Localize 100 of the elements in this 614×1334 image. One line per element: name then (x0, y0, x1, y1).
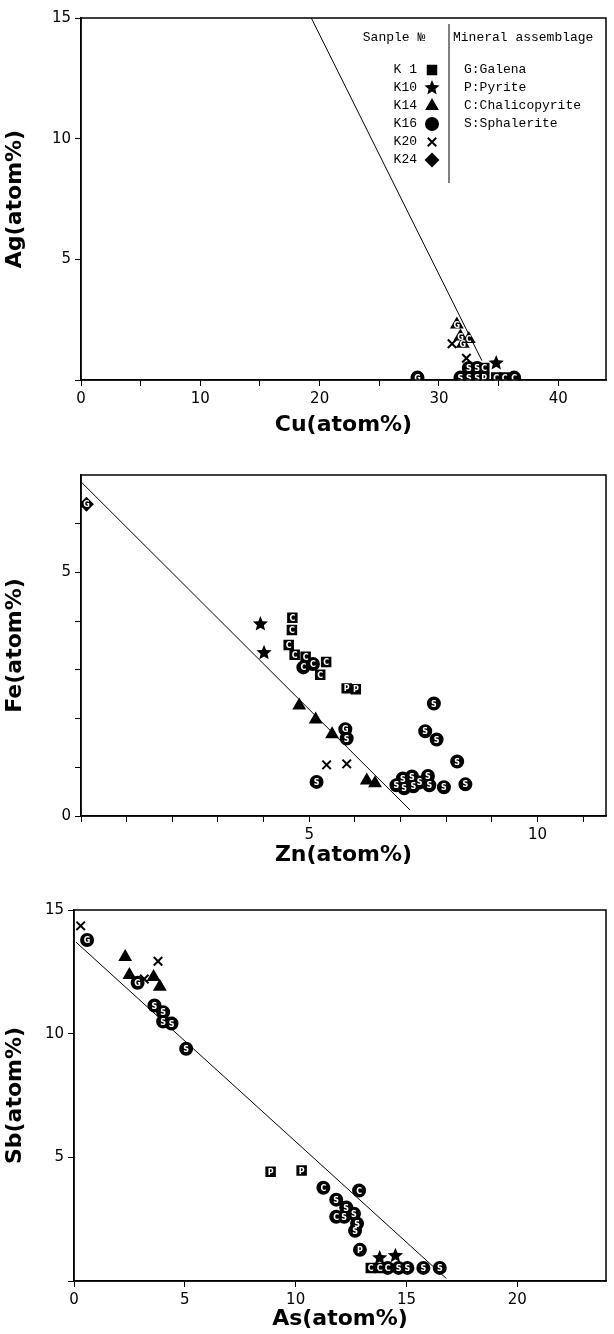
x-tick-label: 5 (180, 1289, 190, 1308)
annotation: S (393, 781, 400, 791)
annotation: C (367, 1263, 374, 1273)
annotation: P (298, 1166, 305, 1176)
x-tick-label: 20 (507, 1289, 527, 1308)
annotation: S (416, 778, 423, 788)
annotation: G (134, 978, 141, 988)
annotation: S (343, 1203, 350, 1213)
legend-label: K14 (393, 98, 418, 114)
annotation: S (422, 727, 429, 737)
annotation: P:Pyrite (464, 80, 527, 96)
annotation: C (384, 1263, 391, 1273)
annotation: C (309, 660, 316, 670)
annotation: S (160, 1017, 167, 1027)
annotation: C (323, 658, 330, 668)
annotation: S (454, 757, 461, 767)
annotation: C (465, 335, 472, 345)
annotation: S (465, 373, 472, 383)
annotation: S (395, 1263, 402, 1273)
annotation: G (342, 725, 349, 735)
legend-label: K 1 (393, 62, 418, 78)
y-tick-label: 5 (61, 249, 71, 268)
annotation: S (436, 1263, 443, 1273)
x-axis-title: Zn(atom%) (274, 840, 413, 866)
x-tick-label: 40 (548, 388, 568, 407)
y-tick-label: 0 (61, 805, 71, 824)
x-axis-title: Cu(atom%) (274, 410, 413, 436)
annotation: S (420, 1263, 427, 1273)
annotation: S (409, 772, 416, 782)
annotation: C (376, 1263, 383, 1273)
x-tick-label: 0 (76, 388, 86, 407)
annotation: C (288, 625, 295, 635)
y-tick-label: 10 (44, 1023, 64, 1042)
y-tick-label: 15 (51, 7, 71, 26)
annotation: S (404, 1263, 411, 1273)
y-tick-label: 15 (44, 899, 64, 918)
annotation: G (414, 373, 421, 383)
annotation: S (183, 1044, 190, 1054)
annotation: S (426, 781, 433, 791)
annotation: Mineral assemblage (453, 30, 594, 46)
annotation: C (481, 364, 488, 374)
annotation: G (457, 332, 464, 342)
annotation: G:Galena (464, 62, 527, 78)
annotation: P (352, 685, 359, 695)
y-axis-title: Ag(atom%) (0, 129, 26, 269)
legend-label: K10 (393, 80, 417, 96)
annotation: S (341, 1212, 348, 1222)
annotation: S:Sphalerite (464, 116, 558, 132)
annotation: S (474, 364, 481, 374)
annotation: S (465, 364, 472, 374)
annotation: P (357, 1245, 364, 1255)
legend-label: K20 (393, 134, 417, 150)
legend-label: K24 (393, 152, 418, 168)
annotation: C (320, 1183, 327, 1193)
annotation: C (289, 613, 296, 623)
annotation: C (511, 373, 518, 383)
y-axis-title: Fe(atom%) (0, 578, 26, 713)
annotation: G (83, 936, 91, 946)
annotation: C (291, 650, 298, 660)
annotation: C (493, 373, 500, 383)
annotation: S (431, 699, 438, 709)
legend-label: K16 (393, 116, 417, 132)
annotation: P (267, 1167, 274, 1177)
y-axis-title: Sb(atom%) (0, 1026, 26, 1165)
annotation: S (474, 373, 481, 383)
x-tick-label: 10 (190, 388, 210, 407)
annotation: S (425, 772, 432, 782)
annotation: S (410, 782, 417, 792)
annotation: C (333, 1212, 340, 1222)
annotation: P (343, 684, 350, 694)
annotation: S (433, 735, 440, 745)
annotation: G (459, 339, 467, 349)
annotation: S (401, 784, 408, 794)
annotation: S (462, 780, 469, 790)
legend-title: Sanple № (362, 30, 426, 46)
annotation: C (300, 663, 307, 673)
annotation: S (399, 774, 406, 784)
x-tick-label: 20 (310, 388, 330, 407)
annotation: S (168, 1019, 175, 1029)
annotation: S (441, 783, 448, 793)
x-tick-label: 30 (429, 388, 449, 407)
annotation: S (151, 1001, 158, 1011)
annotation: S (352, 1226, 359, 1236)
annotation: S (351, 1209, 358, 1219)
annotation: G (83, 500, 90, 510)
annotation: C (302, 652, 309, 662)
annotation: C (285, 641, 292, 651)
annotation: S (160, 1008, 167, 1018)
annotation: S (313, 777, 320, 787)
annotation: S (457, 373, 464, 383)
annotation: G (453, 320, 461, 330)
y-tick-label: 10 (51, 128, 71, 147)
annotation: S (333, 1195, 340, 1205)
annotation: C:Chalicopyrite (464, 98, 582, 114)
annotation: S (354, 1219, 361, 1229)
annotation: S (343, 734, 350, 744)
y-tick-label: 5 (61, 562, 71, 581)
annotation: P (481, 373, 488, 383)
annotation: C (501, 373, 508, 383)
annotation: C (356, 1186, 363, 1196)
